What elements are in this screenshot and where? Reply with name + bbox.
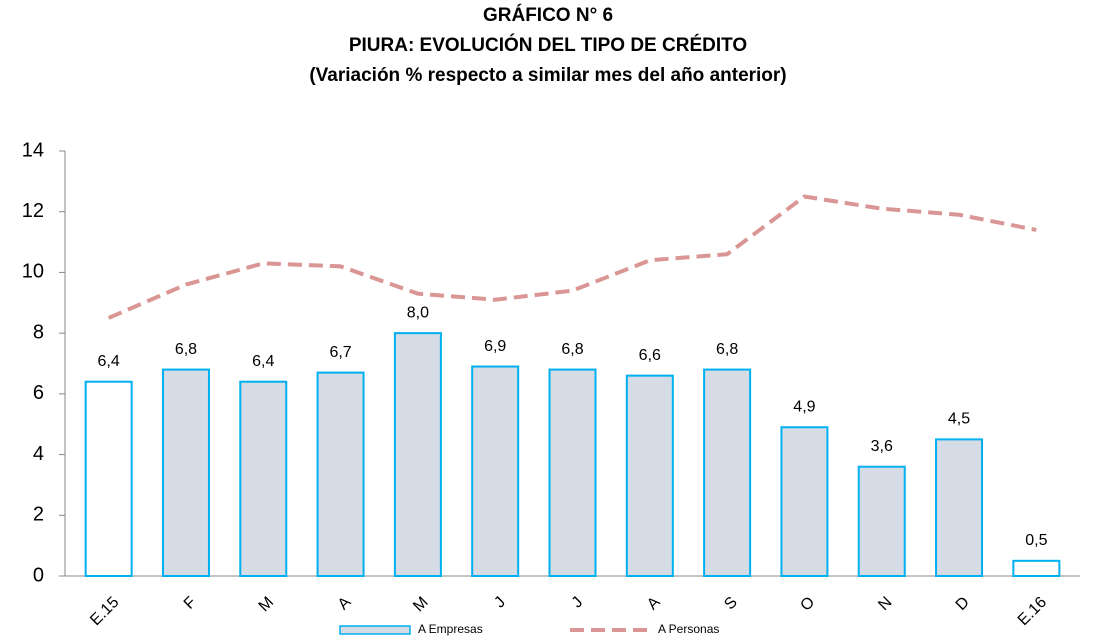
data-label: 6,6 — [639, 347, 661, 364]
bar — [548, 368, 597, 578]
data-label: 6,4 — [252, 353, 274, 370]
y-tick-label: 0 — [33, 564, 44, 586]
chart-title: PIURA: EVOLUCIÓN DEL TIPO DE CRÉDITO — [349, 34, 747, 56]
chart-title: GRÁFICO N° 6 — [483, 4, 613, 26]
bar — [625, 374, 674, 577]
y-tick-label: 10 — [22, 261, 44, 283]
bar — [857, 465, 906, 578]
data-label: 0,5 — [1025, 532, 1047, 549]
x-tick-label: E.15 — [87, 594, 122, 629]
bar — [935, 438, 984, 577]
legend-label: A Empresas — [418, 622, 483, 636]
line — [107, 194, 1037, 320]
data-label: 6,4 — [98, 353, 120, 370]
y-tick-label: 2 — [33, 504, 44, 526]
data-label: 4,5 — [948, 411, 970, 428]
y-tick-label: 14 — [22, 139, 44, 161]
bar — [239, 380, 288, 578]
x-tick-label: J — [569, 594, 587, 612]
bar — [703, 368, 752, 578]
legend-label: A Personas — [658, 622, 719, 636]
bar — [161, 368, 210, 578]
x-tick-label: M — [256, 594, 277, 615]
y-tick-label: 12 — [22, 200, 44, 222]
data-label: 6,8 — [716, 341, 738, 358]
bar — [84, 380, 133, 578]
data-label: 3,6 — [871, 438, 893, 455]
data-label: 4,9 — [793, 398, 815, 415]
bar — [393, 332, 442, 577]
x-tick-label: M — [410, 594, 431, 615]
y-tick-label: 6 — [33, 382, 44, 404]
chart-title: (Variación % respecto a similar mes del … — [309, 65, 786, 86]
x-tick-label: N — [875, 594, 895, 614]
x-tick-label: J — [491, 594, 509, 612]
y-tick-label: 4 — [33, 443, 44, 465]
data-label: 6,9 — [484, 338, 506, 355]
x-tick-label: D — [953, 594, 973, 614]
bar — [780, 426, 829, 577]
data-label: 6,7 — [329, 344, 351, 361]
x-tick-label: S — [721, 594, 741, 614]
bar — [316, 371, 365, 577]
x-tick-label: A — [644, 594, 664, 614]
bar — [1012, 559, 1061, 577]
bar — [471, 365, 520, 577]
x-tick-label: F — [181, 594, 200, 613]
x-tick-label: E.16 — [1015, 594, 1050, 629]
x-tick-label: A — [335, 594, 355, 614]
data-label: 6,8 — [561, 341, 583, 358]
data-label: 8,0 — [407, 304, 429, 321]
x-tick-label: O — [797, 594, 818, 615]
data-label: 6,8 — [175, 341, 197, 358]
y-tick-label: 8 — [33, 321, 44, 343]
legend-swatch — [339, 625, 411, 635]
